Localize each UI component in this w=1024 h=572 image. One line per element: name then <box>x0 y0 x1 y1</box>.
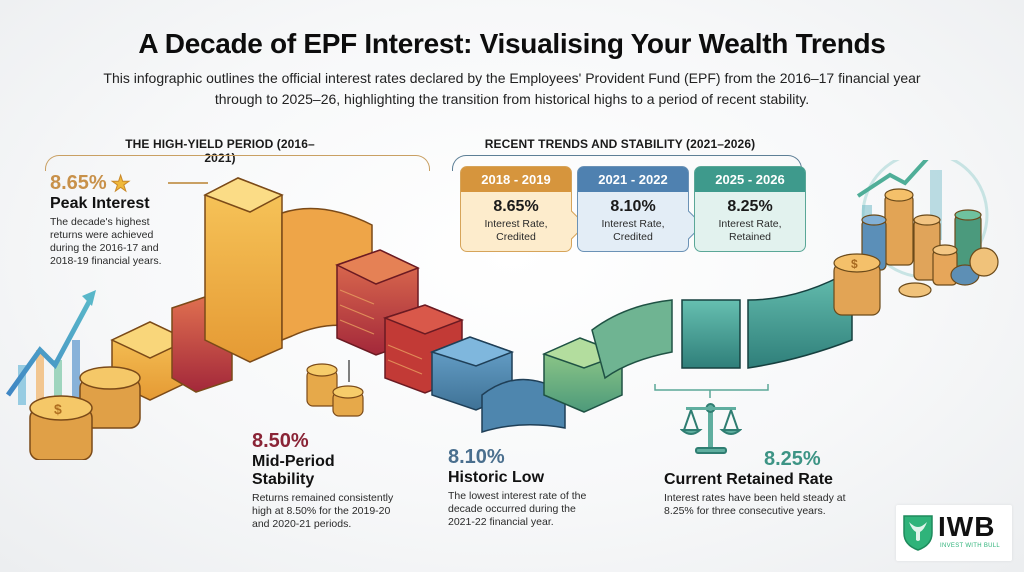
current-value: 8.25% <box>764 448 821 470</box>
page-title: A Decade of EPF Interest: Visualising Yo… <box>138 28 886 59</box>
page-subtitle: This infographic outlines the official i… <box>40 68 984 110</box>
star-icon: ★ <box>110 170 131 196</box>
rate-path-illustration: $ $ <box>5 160 999 460</box>
card-label-line2: Retained <box>728 231 772 243</box>
historic-low-block: 8.10% Historic Low The lowest interest r… <box>448 446 628 529</box>
mid-period-block: 8.50% Mid-Period Stability Returns remai… <box>252 430 442 531</box>
high-yield-section-label: THE HIGH-YIELD PERIOD (2016–2021) <box>125 137 315 165</box>
dollar-coin-stacks: $ <box>29 366 141 460</box>
card-years: 2025 - 2026 <box>695 167 805 192</box>
small-coin-stacks <box>306 363 364 417</box>
card-label-line1: Interest Rate, <box>484 218 548 230</box>
subtitle-line-1: This infographic outlines the official i… <box>103 70 921 86</box>
green-bars <box>541 299 673 413</box>
card-label-line1: Interest Rate, <box>601 218 665 230</box>
card-rate: 8.10% <box>610 198 656 215</box>
blue-bars <box>429 336 566 434</box>
low-value: 8.10% <box>448 446 505 468</box>
peak-description: The decade's highest returns were achiev… <box>50 216 162 267</box>
peak-value: 8.65% <box>50 172 107 194</box>
rate-card-2018-2019: 2018 - 2019 8.65% Interest Rate, Credite… <box>460 166 587 252</box>
svg-text:$: $ <box>851 257 858 271</box>
low-description: The lowest interest rate of the decade o… <box>448 490 587 528</box>
card-rate: 8.65% <box>493 198 539 215</box>
teal-bars <box>681 268 853 369</box>
current-title: Current Retained Rate <box>664 471 833 488</box>
recent-section-label: RECENT TRENDS AND STABILITY (2021–2026) <box>484 137 756 151</box>
card-label-line2: Credited <box>613 231 653 243</box>
rate-card-2021-2022: 2021 - 2022 8.10% Interest Rate, Credite… <box>577 166 704 252</box>
current-description: Interest rates have been held steady at … <box>664 492 846 517</box>
peak-interest-block: 8.65% ★ Peak Interest The decade's highe… <box>50 172 220 268</box>
brand-logo: IWB INVEST WITH BULL <box>896 505 1012 561</box>
subtitle-line-2: through to 2025–26, highlighting the tra… <box>214 91 810 107</box>
peak-connector-line <box>168 182 208 184</box>
mid-title-line1: Mid-Period <box>252 453 335 470</box>
balance-scale-icon <box>680 403 742 454</box>
logo-tagline: INVEST WITH BULL <box>940 543 1001 549</box>
mid-title-line2: Stability <box>252 471 315 488</box>
mid-value: 8.50% <box>252 430 309 452</box>
card-rate: 8.25% <box>727 198 773 215</box>
right-coin-cluster: $ <box>833 160 999 316</box>
card-years: 2018 - 2019 <box>461 167 571 192</box>
svg-text:$: $ <box>54 401 62 417</box>
red-bars <box>335 249 465 394</box>
logo-wordmark: IWB <box>938 511 996 542</box>
card-years: 2021 - 2022 <box>578 167 688 192</box>
low-title: Historic Low <box>448 469 545 486</box>
current-rate-block: 8.25% Current Retained Rate Interest rat… <box>664 448 894 518</box>
card-label-line2: Credited <box>496 231 536 243</box>
growth-chart-icon <box>5 290 96 405</box>
mid-description: Returns remained consistently high at 8.… <box>252 492 394 530</box>
bull-shield-icon <box>903 515 933 551</box>
rate-card-2025-2026: 2025 - 2026 8.25% Interest Rate, Retaine… <box>694 166 806 252</box>
card-label-line1: Interest Rate, <box>718 218 782 230</box>
peak-title: Peak Interest <box>50 195 150 212</box>
